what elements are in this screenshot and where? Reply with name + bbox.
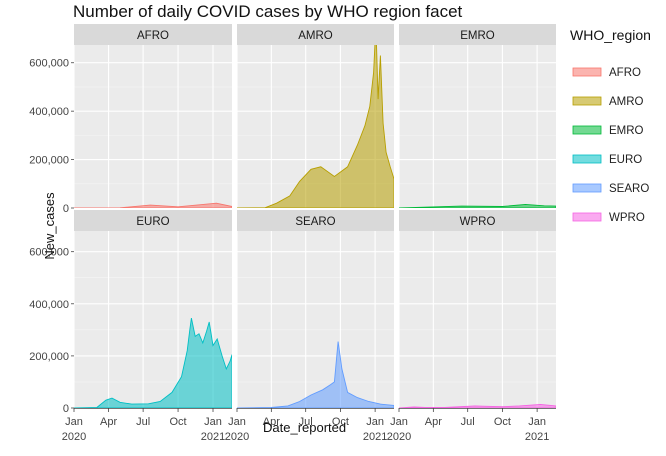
panel-background: [399, 231, 556, 408]
legend-key-emro: [572, 125, 602, 135]
facet-strip: [237, 24, 394, 45]
legend-label: EURO: [609, 154, 642, 166]
y-tick-label: 400,000: [29, 106, 69, 118]
x-tick-label: Apr: [425, 416, 442, 428]
x-tick-label: Jul: [461, 416, 475, 428]
y-tick-label: 600,000: [29, 247, 69, 259]
legend-key-euro: [572, 154, 602, 164]
facet-strip: [399, 210, 556, 231]
y-tick-label: 0: [63, 203, 69, 215]
facet-searo: SEARO: [236, 210, 394, 409]
x-tick-label: 2021: [525, 431, 549, 443]
chart-title: Number of daily COVID cases by WHO regio…: [73, 2, 463, 21]
legend-label: AMRO: [609, 96, 644, 108]
facet-emro: EMRO: [398, 24, 556, 209]
facet-label: EURO: [136, 216, 169, 228]
series-area-wpro: [399, 403, 556, 408]
y-tick-label: 200,000: [29, 351, 69, 363]
facet-euro: EURO: [73, 210, 232, 409]
series-area-emro: [399, 203, 556, 208]
facet-strip: [74, 24, 232, 45]
x-tick-label: 2020: [225, 431, 249, 443]
legend-label: AFRO: [609, 67, 641, 79]
facet-label: AMRO: [298, 30, 333, 42]
x-tick-label: Jan: [228, 416, 246, 428]
panel-background: [399, 45, 556, 208]
x-tick-label: 2021: [363, 431, 387, 443]
facet-label: WPRO: [460, 216, 496, 228]
x-tick-label: Jul: [136, 416, 150, 428]
legend-key-afro: [572, 67, 602, 77]
x-axis-label: Date_reported: [263, 420, 346, 435]
series-area-searo: [237, 341, 394, 408]
x-tick-label: Oct: [332, 416, 349, 428]
legend: WHO_region AFRO AMRO EMRO EURO SEARO WPRO: [570, 27, 651, 224]
x-tick-label: 2020: [387, 431, 411, 443]
facet-afro: AFRO: [73, 24, 232, 209]
facet-label: SEARO: [295, 216, 335, 228]
x-tick-label: Jan: [528, 416, 546, 428]
y-tick-label: 600,000: [29, 58, 69, 70]
legend-key-searo: [572, 183, 602, 193]
x-tick-label: Apr: [263, 416, 280, 428]
legend-title: WHO_region: [570, 27, 651, 43]
y-tick-label: 400,000: [29, 299, 69, 311]
panel-background: [237, 231, 394, 408]
x-tick-label: 2020: [62, 431, 86, 443]
x-tick-label: Apr: [100, 416, 117, 428]
facet-strip: [74, 210, 232, 231]
x-tick-label: Oct: [494, 416, 511, 428]
y-tick-label: 0: [63, 403, 69, 415]
legend-label: EMRO: [609, 125, 644, 137]
facet-strip: [237, 210, 394, 231]
facet-panels: AFRO AMRO EMRO EURO SEARO WPRO: [73, 24, 556, 409]
facet-label: AFRO: [137, 30, 169, 42]
series-area-amro: [237, 45, 394, 208]
x-tick-label: Jan: [65, 416, 83, 428]
legend-label: WPRO: [609, 212, 645, 224]
series-area-afro: [74, 202, 232, 208]
series-area-euro: [74, 318, 232, 408]
y-tick-label: 200,000: [29, 155, 69, 167]
x-tick-label: Jul: [299, 416, 313, 428]
facet-amro: AMRO: [236, 24, 394, 209]
x-tick-label: 2021: [201, 431, 225, 443]
x-tick-label: Jan: [366, 416, 384, 428]
legend-key-amro: [572, 96, 602, 106]
y-axis-label: New_cases: [42, 192, 57, 260]
facet-label: EMRO: [460, 30, 495, 42]
facet-wpro: WPRO: [398, 210, 556, 409]
x-tick-label: Jan: [390, 416, 408, 428]
x-tick-label: Jan: [204, 416, 222, 428]
legend-label: SEARO: [609, 183, 649, 195]
panel-background: [74, 45, 232, 208]
x-tick-label: Oct: [170, 416, 187, 428]
legend-key-wpro: [572, 212, 602, 222]
y-axes: 0 200,000 400,000 600,000 0 200,000 400,000 600…: [29, 58, 74, 415]
facet-strip: [399, 24, 556, 45]
